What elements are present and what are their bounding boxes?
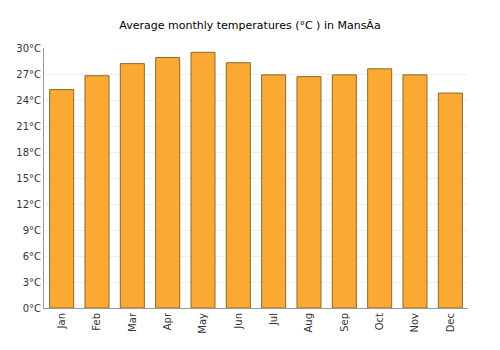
- svg-text:0°C: 0°C: [23, 303, 41, 314]
- svg-text:Oct: Oct: [374, 313, 385, 330]
- svg-text:Jan: Jan: [56, 313, 67, 329]
- svg-text:Apr: Apr: [162, 312, 173, 330]
- svg-text:9°C: 9°C: [23, 225, 41, 236]
- svg-text:Sep: Sep: [339, 313, 350, 332]
- svg-text:Mar: Mar: [127, 312, 138, 332]
- svg-text:Feb: Feb: [91, 313, 102, 331]
- svg-text:21°C: 21°C: [16, 121, 41, 132]
- svg-text:12°C: 12°C: [16, 199, 41, 210]
- svg-text:6°C: 6°C: [23, 251, 41, 262]
- svg-text:3°C: 3°C: [23, 277, 41, 288]
- svg-text:18°C: 18°C: [16, 147, 41, 158]
- svg-text:May: May: [197, 313, 208, 334]
- svg-text:Nov: Nov: [409, 313, 420, 333]
- svg-text:30°C: 30°C: [16, 43, 41, 54]
- svg-text:Dec: Dec: [445, 313, 456, 332]
- svg-text:Aug: Aug: [303, 313, 314, 333]
- svg-text:Average monthly temperatures (: Average monthly temperatures (°C ) in Ma…: [119, 19, 380, 32]
- svg-text:27°C: 27°C: [16, 69, 41, 80]
- svg-text:Jul: Jul: [268, 313, 279, 326]
- svg-text:Jun: Jun: [233, 313, 244, 330]
- svg-text:24°C: 24°C: [16, 95, 41, 106]
- svg-text:15°C: 15°C: [16, 173, 41, 184]
